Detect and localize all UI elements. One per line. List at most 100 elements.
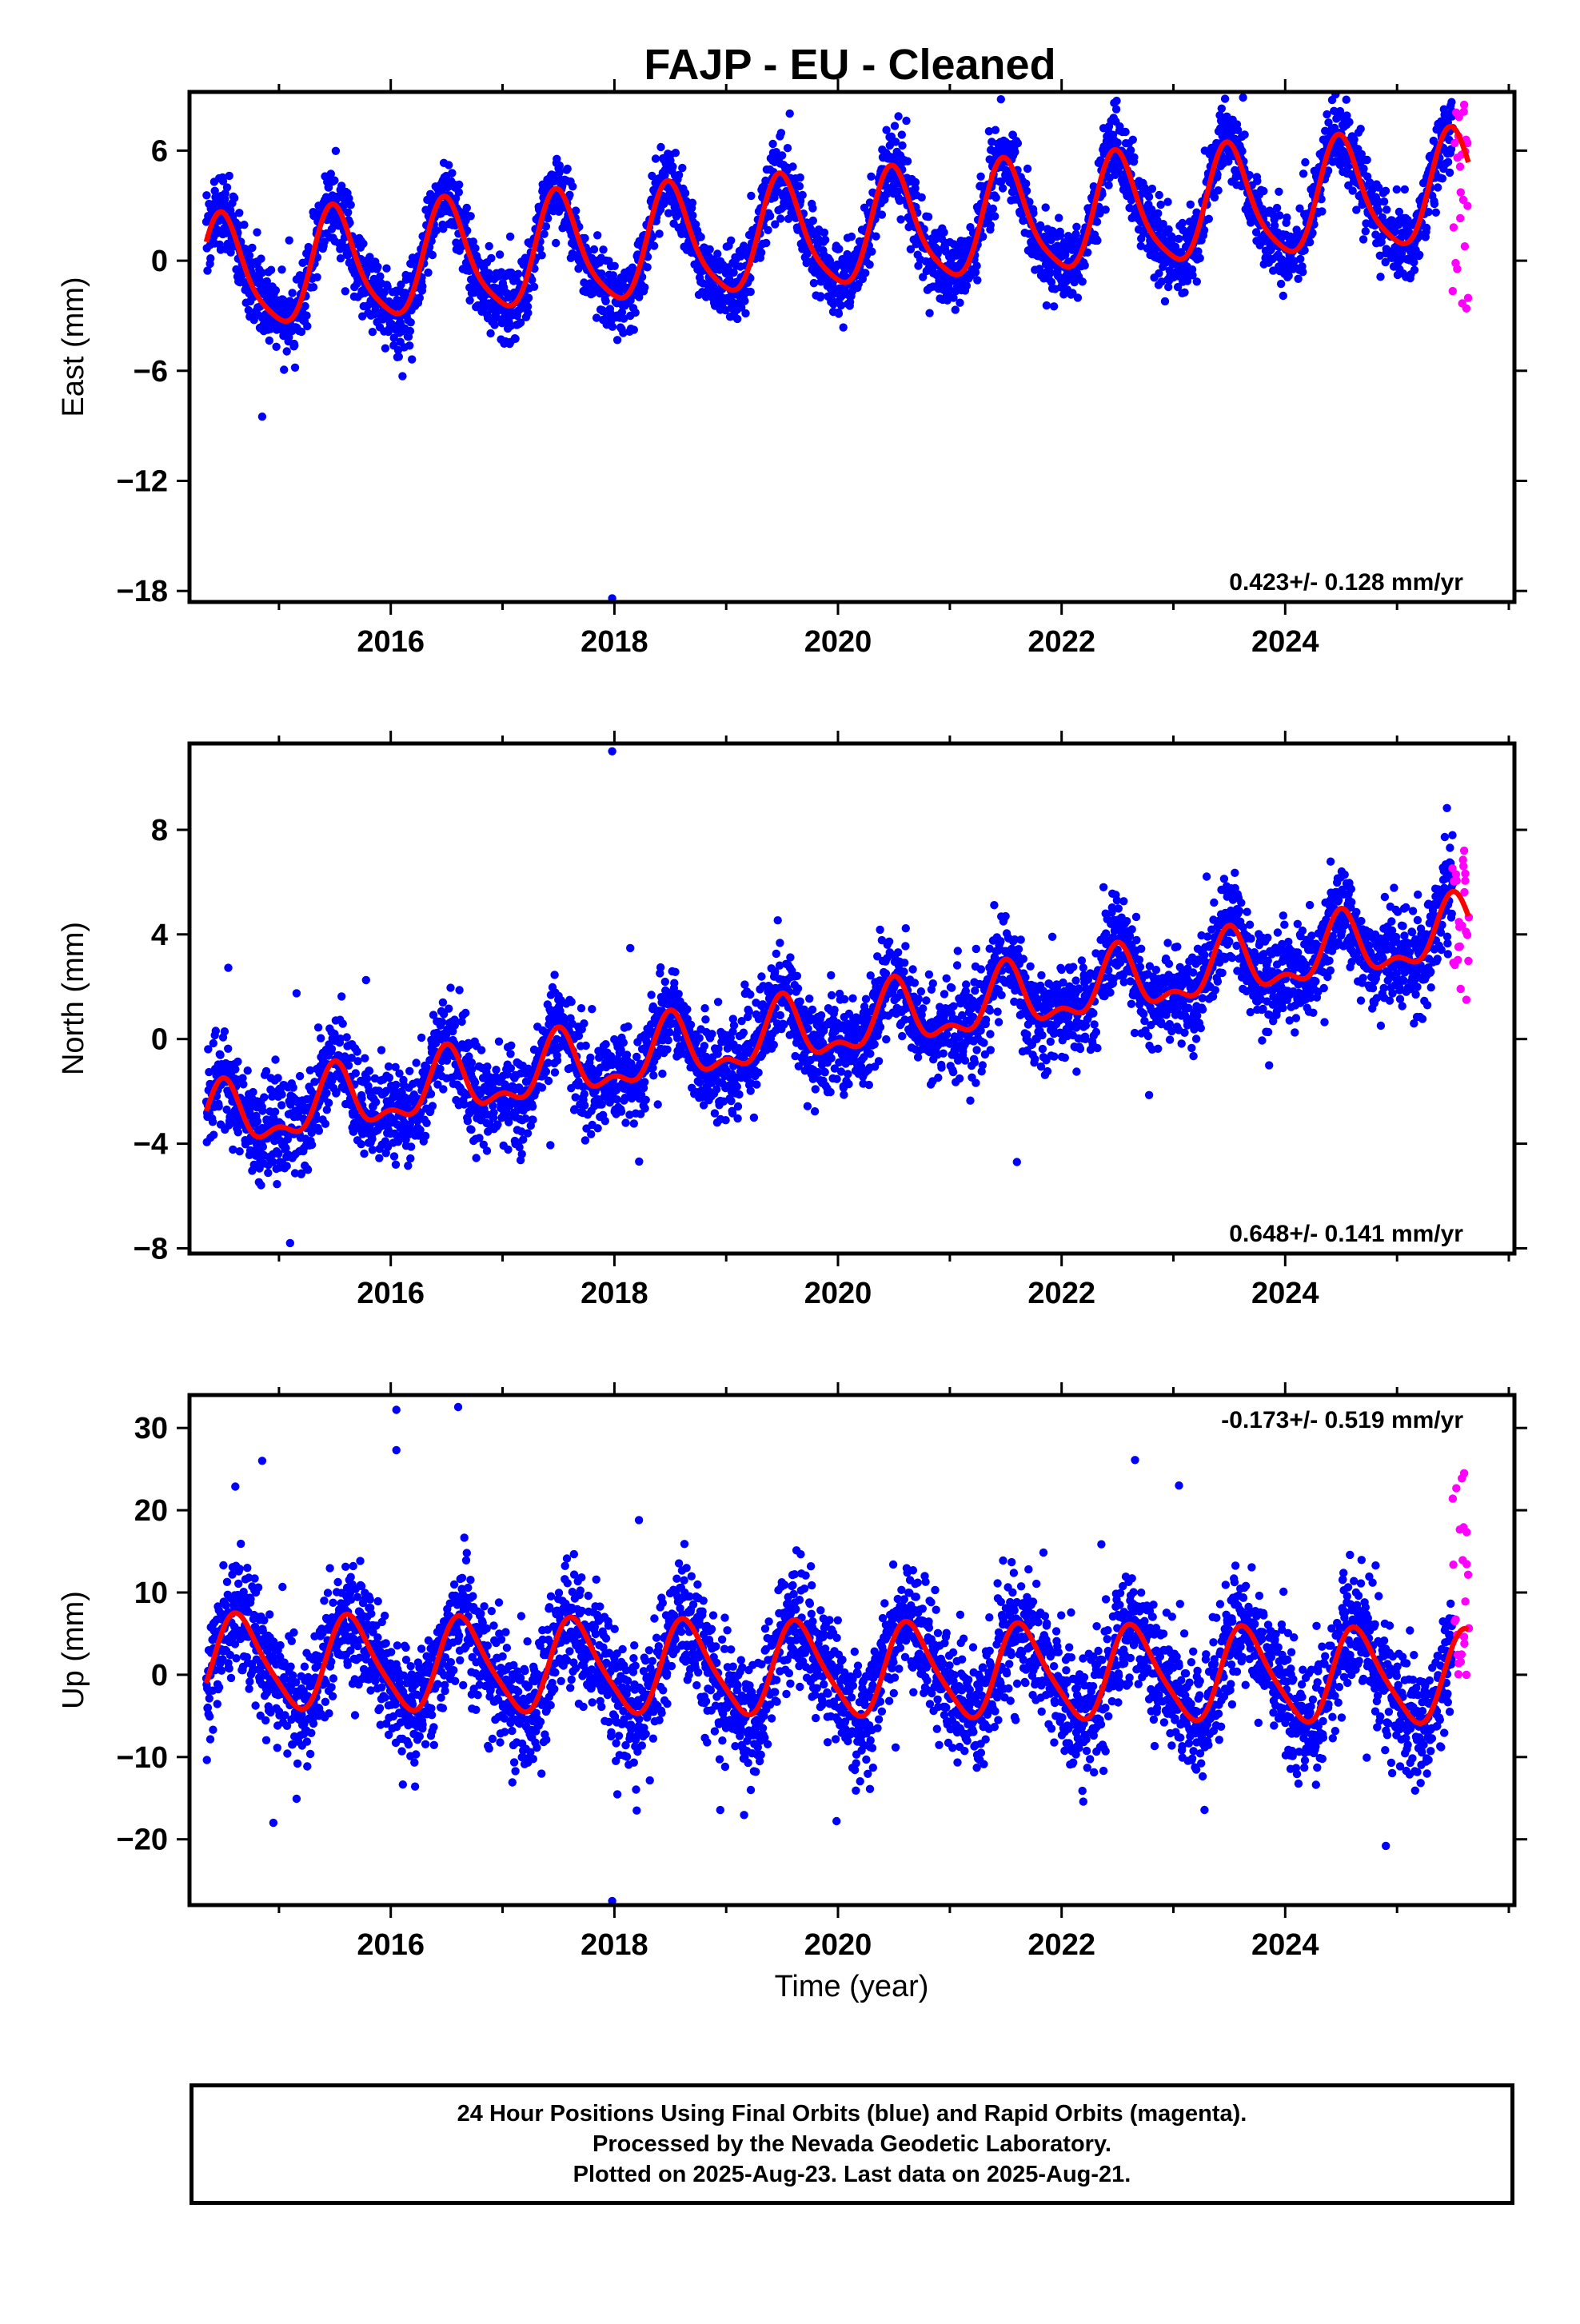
- final-orbit-point: [304, 1166, 312, 1174]
- final-orbit-point: [504, 1146, 512, 1154]
- final-orbit-point: [472, 1154, 480, 1162]
- final-orbit-point: [1259, 187, 1267, 195]
- final-orbit-point: [747, 192, 755, 200]
- final-orbit-point: [867, 173, 875, 181]
- final-orbit-point: [277, 1101, 285, 1109]
- final-orbit-point: [446, 983, 454, 991]
- final-orbit-point: [1294, 275, 1302, 283]
- final-orbit-point: [490, 321, 498, 329]
- final-orbit-point: [740, 297, 748, 305]
- final-orbit-point: [564, 165, 572, 173]
- final-orbit-point: [1104, 181, 1112, 189]
- final-orbit-point: [1145, 193, 1153, 201]
- final-orbit-point: [427, 1090, 435, 1098]
- final-orbit-point: [429, 1102, 437, 1110]
- final-orbit-point: [868, 248, 876, 256]
- final-orbit-point: [768, 140, 776, 148]
- final-orbit-point: [215, 1102, 223, 1110]
- rapid-orbit-point: [1453, 265, 1461, 273]
- final-orbit-point: [507, 1064, 515, 1072]
- final-orbit-point: [368, 1135, 376, 1143]
- final-orbit-point: [537, 251, 545, 259]
- final-orbit-point: [1129, 136, 1137, 144]
- final-orbit-point: [406, 327, 414, 335]
- final-orbit-point: [209, 1130, 217, 1138]
- final-orbit-point: [1349, 186, 1357, 194]
- final-orbit-point: [369, 1146, 377, 1154]
- final-orbit-point: [1043, 301, 1051, 309]
- final-orbit-point: [496, 250, 504, 258]
- final-orbit-point: [1299, 268, 1307, 276]
- final-orbit-point: [248, 244, 256, 252]
- final-orbit-point: [1283, 213, 1291, 221]
- final-orbit-point: [262, 1067, 270, 1075]
- final-orbit-point: [465, 297, 473, 305]
- final-orbit-point: [259, 1142, 267, 1150]
- final-orbit-point: [314, 1023, 322, 1031]
- final-orbit-point: [1036, 221, 1044, 229]
- final-orbit-point: [424, 269, 432, 277]
- final-orbit-point: [784, 144, 792, 152]
- final-orbit-point: [357, 1140, 365, 1148]
- rapid-orbit-point: [1462, 305, 1470, 313]
- final-orbit-point: [339, 1019, 347, 1027]
- final-orbit-point: [390, 1152, 398, 1160]
- final-orbit-point: [545, 1077, 553, 1085]
- final-orbit-point: [1343, 96, 1351, 104]
- final-orbit-point: [418, 282, 426, 290]
- final-orbit-point: [820, 229, 828, 237]
- final-orbit-point: [273, 1180, 281, 1188]
- final-orbit-point: [1430, 200, 1438, 208]
- east-y-axis-label: East (mm): [57, 277, 90, 417]
- final-orbit-point: [590, 245, 598, 253]
- final-orbit-point: [277, 265, 285, 273]
- final-orbit-point: [840, 323, 848, 331]
- final-orbit-point: [492, 1066, 500, 1074]
- y-tick-label: −12: [117, 465, 168, 499]
- final-orbit-point: [1093, 237, 1101, 245]
- final-orbit-point: [422, 1119, 430, 1127]
- final-orbit-point: [1357, 125, 1365, 133]
- final-orbit-point: [987, 221, 995, 229]
- final-orbit-point: [733, 315, 741, 323]
- final-orbit-point: [467, 212, 475, 220]
- final-orbit-point: [404, 1162, 412, 1170]
- final-orbit-point: [398, 372, 406, 380]
- final-orbit-point: [904, 157, 912, 165]
- final-orbit-point: [1196, 254, 1204, 262]
- final-orbit-point: [514, 270, 522, 278]
- final-orbit-point: [1121, 128, 1129, 136]
- final-orbit-point: [1359, 165, 1367, 173]
- final-orbit-point: [1434, 183, 1442, 191]
- final-orbit-point: [835, 245, 843, 253]
- final-orbit-point: [788, 162, 796, 170]
- final-orbit-point: [593, 231, 601, 239]
- final-orbit-point: [656, 143, 664, 151]
- x-tick-label: 2022: [1027, 625, 1095, 659]
- final-orbit-point: [989, 205, 997, 213]
- final-orbit-point: [257, 1181, 265, 1189]
- final-orbit-point: [810, 279, 818, 287]
- final-orbit-point: [448, 169, 456, 177]
- final-orbit-point: [283, 347, 291, 355]
- final-orbit-point: [406, 1154, 414, 1162]
- final-orbit-point: [309, 283, 317, 291]
- final-orbit-point: [1415, 251, 1423, 259]
- final-orbit-point: [233, 1058, 241, 1066]
- final-orbit-point: [1193, 277, 1201, 285]
- final-orbit-point: [668, 162, 676, 170]
- east-rate-annotation: 0.423+/- 0.128 mm/yr: [1229, 569, 1463, 596]
- final-orbit-point: [891, 122, 899, 130]
- final-orbit-point: [471, 1078, 479, 1086]
- final-orbit-point: [999, 184, 1007, 192]
- final-orbit-point: [796, 173, 804, 181]
- y-tick-label: 0: [151, 245, 168, 278]
- final-orbit-point: [244, 1066, 252, 1074]
- final-orbit-point: [239, 1080, 247, 1088]
- final-orbit-point: [212, 1026, 220, 1034]
- final-orbit-point: [271, 1055, 279, 1063]
- final-orbit-point: [234, 1128, 242, 1136]
- final-orbit-point: [235, 209, 243, 217]
